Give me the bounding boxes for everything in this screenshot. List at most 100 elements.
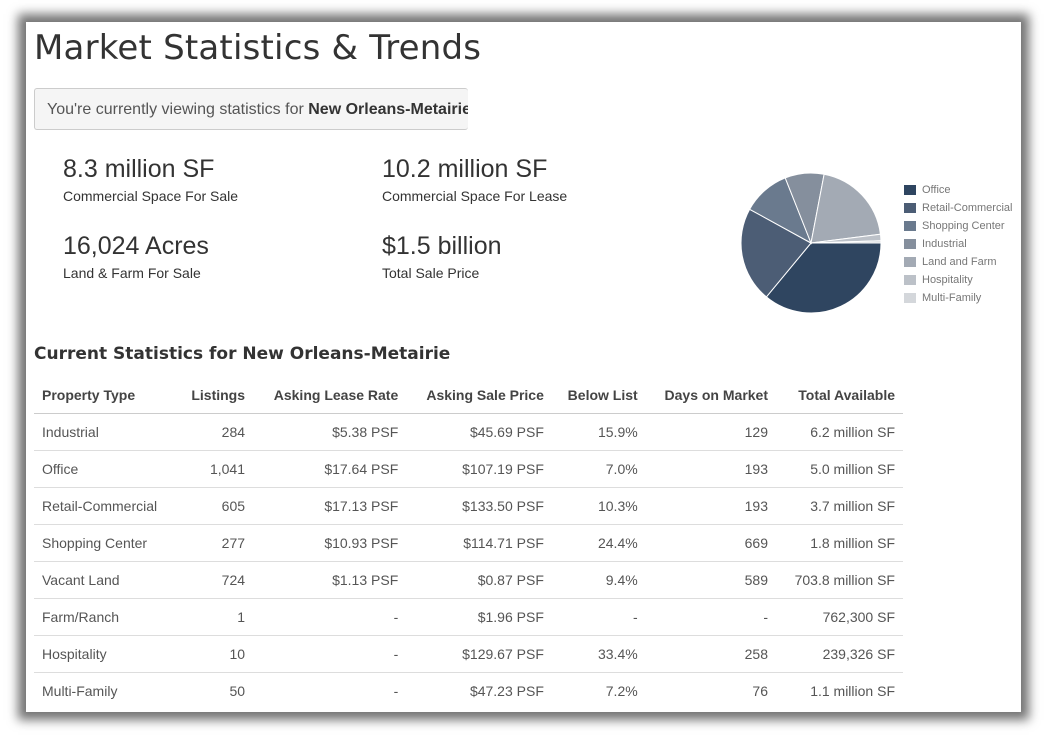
table-cell: Farm/Ranch bbox=[34, 598, 178, 636]
table-row: Retail-Commercial 605 $17.13 PSF $133.50 PS… bbox=[34, 487, 903, 525]
stat-total-sale-price: $1.5 billion Total Sale Price bbox=[382, 231, 502, 281]
table-cell: 277 bbox=[177, 524, 254, 562]
table-cell: $133.50 PSF bbox=[406, 487, 552, 525]
legend-label: Office bbox=[922, 184, 951, 196]
table-cell: $114.71 PSF bbox=[406, 524, 552, 562]
legend-label: Industrial bbox=[922, 238, 967, 250]
legend-item: Shopping Center bbox=[904, 217, 1012, 235]
table-cell: Industrial bbox=[34, 413, 178, 451]
table-row: Office 1,041 $17.64 PSF $107.19 PSF 7.0% 193 5… bbox=[34, 450, 903, 488]
table-cell: 589 bbox=[645, 561, 776, 599]
table-cell: $1.13 PSF bbox=[253, 561, 407, 599]
legend-item: Hospitality bbox=[904, 271, 1012, 289]
column-header: Asking Sale Price bbox=[406, 377, 552, 414]
table-cell: 762,300 SF bbox=[776, 598, 903, 636]
pie-slice bbox=[810, 240, 882, 244]
table-cell: 284 bbox=[177, 413, 254, 451]
market-notice-prefix: You're currently viewing statistics for bbox=[47, 101, 309, 118]
column-header: Asking Lease Rate bbox=[253, 377, 407, 414]
table-cell: 1 bbox=[177, 598, 254, 636]
table-cell: 724 bbox=[177, 561, 254, 599]
legend-label: Retail-Commercial bbox=[922, 202, 1013, 214]
table-cell: Multi-Family bbox=[34, 672, 178, 709]
legend-label: Land and Farm bbox=[922, 256, 997, 268]
table-cell: 33.4% bbox=[551, 635, 646, 673]
table-cell: 193 bbox=[645, 487, 776, 525]
legend-swatch bbox=[904, 275, 916, 285]
table-cell: $17.13 PSF bbox=[253, 487, 407, 525]
market-name: New Orleans-Metairie bbox=[308, 101, 468, 118]
stat-sale-space: 8.3 million SF Commercial Space For Sale bbox=[63, 154, 238, 204]
table-cell: 76 bbox=[645, 672, 776, 709]
legend-item: Retail-Commercial bbox=[904, 199, 1012, 217]
table-cell: 6.2 million SF bbox=[776, 413, 903, 451]
table-cell: 3.7 million SF bbox=[776, 487, 903, 525]
table-cell: Retail-Commercial bbox=[34, 487, 178, 525]
market-notice: You're currently viewing statistics for … bbox=[34, 88, 468, 130]
table-cell: - bbox=[551, 598, 646, 636]
legend-label: Hospitality bbox=[922, 274, 973, 286]
table-row: Vacant Land 724 $1.13 PSF $0.87 PSF 9.4% 589 7… bbox=[34, 561, 903, 599]
legend-swatch bbox=[904, 239, 916, 249]
table-cell: - bbox=[253, 672, 407, 709]
table-cell: $129.67 PSF bbox=[406, 635, 552, 673]
table-cell: $47.23 PSF bbox=[406, 672, 552, 709]
table-row: Multi-Family 50- $47.23 PSF 7.2% 76 1.1 milli… bbox=[34, 672, 903, 709]
legend-label: Multi-Family bbox=[922, 292, 982, 304]
stat-value: $1.5 billion bbox=[382, 232, 502, 260]
table-cell: 1,041 bbox=[177, 450, 254, 488]
legend-item: Office bbox=[904, 181, 1012, 199]
legend-swatch bbox=[904, 293, 916, 303]
stat-value: 8.3 million SF bbox=[63, 155, 215, 183]
table-row: Shopping Center 277 $10.93 PSF $114.71 PSF 2… bbox=[34, 524, 903, 562]
table-cell: 669 bbox=[645, 524, 776, 562]
table-cell: $107.19 PSF bbox=[406, 450, 552, 488]
table-cell: Hospitality bbox=[34, 635, 178, 673]
table-row: Hospitality 10- $129.67 PSF 33.4% 258 239,326… bbox=[34, 635, 903, 673]
stat-value: 16,024 Acres bbox=[63, 232, 209, 260]
table-row: Industrial 284 $5.38 PSF $45.69 PSF 15.9% 129… bbox=[34, 413, 903, 451]
table-cell: 605 bbox=[177, 487, 254, 525]
table-cell: - bbox=[645, 598, 776, 636]
pie-slice bbox=[740, 208, 812, 298]
pie-legend: Office Retail-Commercial Shopping Center In… bbox=[904, 181, 1012, 307]
statistics-table: Property Type Listings Asking Lease Rate As… bbox=[34, 377, 903, 709]
stat-label: Commercial Space For Sale bbox=[63, 188, 239, 204]
column-header: Property Type bbox=[34, 377, 178, 414]
legend-item: Multi-Family bbox=[904, 289, 1012, 307]
table-cell: 7.0% bbox=[551, 450, 646, 488]
table-cell: 10.3% bbox=[551, 487, 646, 525]
stat-label: Total Sale Price bbox=[382, 265, 480, 281]
table-cell: $5.38 PSF bbox=[253, 413, 407, 451]
legend-item: Industrial bbox=[904, 235, 1012, 253]
legend-item: Land and Farm bbox=[904, 253, 1012, 271]
table-cell: 5.0 million SF bbox=[776, 450, 903, 488]
content-frame: Market Statistics & Trends You're curren… bbox=[26, 22, 1021, 712]
property-type-pie-chart bbox=[740, 172, 882, 314]
table-cell: 129 bbox=[645, 413, 776, 451]
table-cell: 703.8 million SF bbox=[776, 561, 903, 599]
legend-swatch bbox=[904, 203, 916, 213]
table-cell: 50 bbox=[177, 672, 254, 709]
column-header: Days on Market bbox=[645, 377, 776, 414]
table-header-row: Property Type Listings Asking Lease Rate As… bbox=[34, 377, 903, 414]
column-header: Total Available bbox=[776, 377, 903, 414]
column-header: Below List bbox=[551, 377, 646, 414]
legend-swatch bbox=[904, 221, 916, 231]
table-cell: Vacant Land bbox=[34, 561, 178, 599]
stat-lease-space: 10.2 million SF Commercial Space For Lea… bbox=[382, 154, 567, 204]
table-cell: 193 bbox=[645, 450, 776, 488]
page-title: Market Statistics & Trends bbox=[34, 28, 482, 68]
table-cell: 239,326 SF bbox=[776, 635, 903, 673]
table-cell: 24.4% bbox=[551, 524, 646, 562]
table-cell: 1.1 million SF bbox=[776, 672, 903, 709]
column-header: Listings bbox=[177, 377, 254, 414]
legend-swatch bbox=[904, 185, 916, 195]
table-cell: $1.96 PSF bbox=[406, 598, 552, 636]
table-cell: Shopping Center bbox=[34, 524, 178, 562]
stat-label: Commercial Space For Lease bbox=[382, 188, 568, 204]
legend-swatch bbox=[904, 257, 916, 267]
pie-slice bbox=[810, 173, 882, 244]
table-cell: 15.9% bbox=[551, 413, 646, 451]
table-cell: 258 bbox=[645, 635, 776, 673]
